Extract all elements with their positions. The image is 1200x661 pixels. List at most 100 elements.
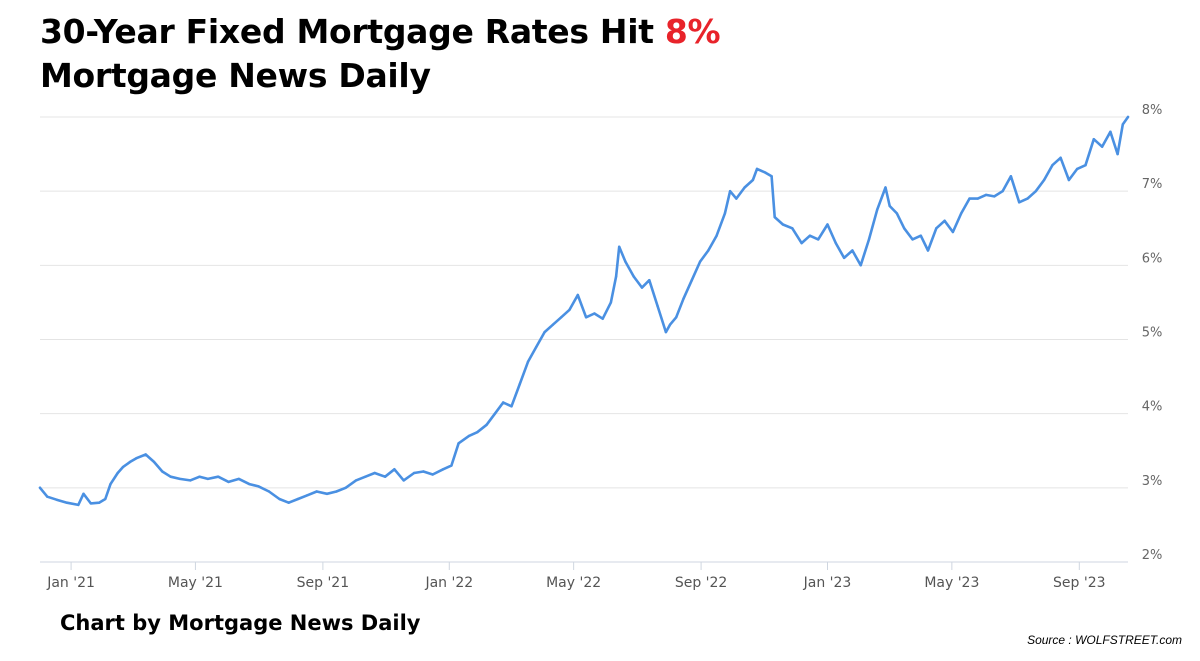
data-point <box>735 197 738 200</box>
data-point <box>976 197 979 200</box>
data-point <box>675 316 678 319</box>
data-point <box>526 360 530 363</box>
data-point <box>993 195 996 198</box>
series-line-0 <box>38 115 1130 507</box>
data-point <box>422 470 425 473</box>
data-point <box>624 260 627 263</box>
data-point <box>743 186 746 189</box>
data-point <box>943 219 946 222</box>
data-point <box>450 464 453 467</box>
data-point <box>315 490 318 493</box>
y-tick-label: 3% <box>1142 474 1163 489</box>
data-point <box>306 494 309 497</box>
data-point <box>640 286 644 289</box>
data-point <box>325 492 329 495</box>
data-point <box>518 382 521 386</box>
data-point <box>960 212 963 215</box>
x-axis: Jan '21 May '21 Sep '21 Jan '22 May '22 Sep '… <box>40 561 1128 591</box>
data-point <box>1067 178 1071 182</box>
y-tick-label: 6% <box>1142 251 1163 266</box>
data-point <box>38 486 42 489</box>
data-point <box>593 312 596 315</box>
data-point <box>189 479 192 482</box>
data-point <box>267 490 271 493</box>
data-point <box>144 453 147 456</box>
data-point <box>335 490 338 493</box>
data-point <box>751 178 755 182</box>
data-point <box>895 212 899 215</box>
data-point <box>121 465 125 469</box>
data-point <box>412 471 416 475</box>
title-line-1: 30-Year Fixed Mortgage Rates Hit 8% <box>40 10 721 54</box>
data-point <box>859 264 862 267</box>
data-point <box>1092 138 1096 141</box>
y-tick-label: 4% <box>1142 400 1163 415</box>
data-point <box>584 316 588 319</box>
data-point <box>690 279 693 282</box>
data-point <box>609 301 613 304</box>
x-tick-label: May '21 <box>168 575 223 591</box>
data-point <box>755 167 759 171</box>
data-point <box>707 249 710 252</box>
data-point <box>82 492 85 495</box>
data-point <box>383 475 387 478</box>
data-point <box>493 412 497 415</box>
data-point <box>237 477 241 481</box>
data-point <box>1076 167 1079 171</box>
data-point <box>1018 201 1021 204</box>
data-point <box>1042 178 1046 182</box>
data-point <box>919 234 922 237</box>
data-point <box>560 316 563 319</box>
data-point <box>1001 190 1004 193</box>
data-point <box>781 223 785 226</box>
data-point <box>876 208 879 211</box>
data-point <box>851 249 854 252</box>
title-line-2: Mortgage News Daily <box>40 56 431 95</box>
data-point <box>441 468 445 471</box>
data-point <box>664 330 668 334</box>
data-point <box>656 304 659 308</box>
data-point <box>1084 164 1087 167</box>
data-point <box>968 197 971 200</box>
data-point <box>817 238 820 241</box>
grid <box>40 116 1128 563</box>
data-point <box>632 275 635 278</box>
data-point <box>618 245 621 248</box>
data-point <box>89 502 93 505</box>
data-point <box>1051 164 1054 167</box>
data-point <box>888 204 891 208</box>
data-point <box>344 486 347 489</box>
data-point <box>287 501 290 504</box>
data-point <box>104 497 107 501</box>
data-point <box>135 457 138 460</box>
data-point <box>161 470 164 473</box>
data-point <box>576 293 579 297</box>
data-point <box>601 317 604 320</box>
data-point <box>227 480 230 484</box>
x-tick-label: Sep '22 <box>675 575 728 591</box>
x-tick-label: Sep '21 <box>297 575 350 591</box>
data-point <box>169 475 172 478</box>
data-point <box>476 431 479 434</box>
data-point <box>354 479 358 482</box>
data-point <box>393 468 396 471</box>
data-point <box>296 497 300 501</box>
data-point <box>884 186 887 189</box>
data-point <box>1121 123 1125 126</box>
data-point <box>109 482 112 486</box>
data-point <box>800 241 803 245</box>
data-point <box>402 479 405 482</box>
y-tick-label: 7% <box>1142 177 1163 192</box>
y-tick-label: 2% <box>1142 548 1163 563</box>
y-tick-label: 8% <box>1142 103 1163 118</box>
data-point <box>510 405 513 408</box>
data-point <box>198 475 201 478</box>
data-point <box>97 501 101 504</box>
data-point <box>951 230 955 234</box>
data-point <box>431 473 434 476</box>
data-point <box>206 477 210 481</box>
data-point <box>502 401 505 404</box>
title-accent-rate: 8% <box>664 12 721 51</box>
data-point <box>715 234 718 237</box>
